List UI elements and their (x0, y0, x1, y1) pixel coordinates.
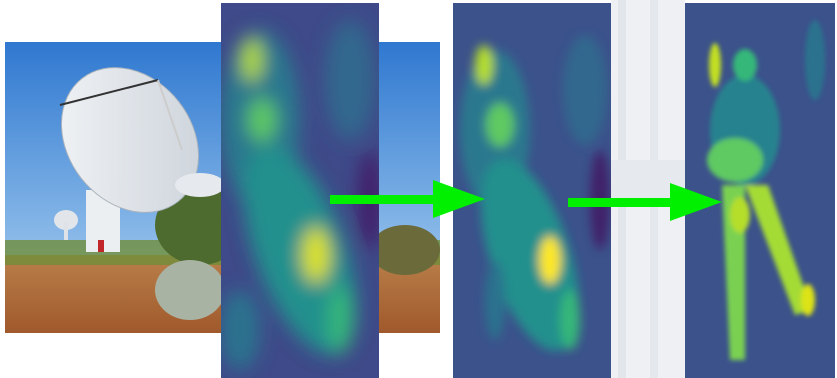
heatmap-panel (685, 3, 835, 378)
heatmap-panel (220, 3, 382, 378)
heatmap-panel (453, 3, 611, 378)
composite-image (0, 0, 837, 378)
